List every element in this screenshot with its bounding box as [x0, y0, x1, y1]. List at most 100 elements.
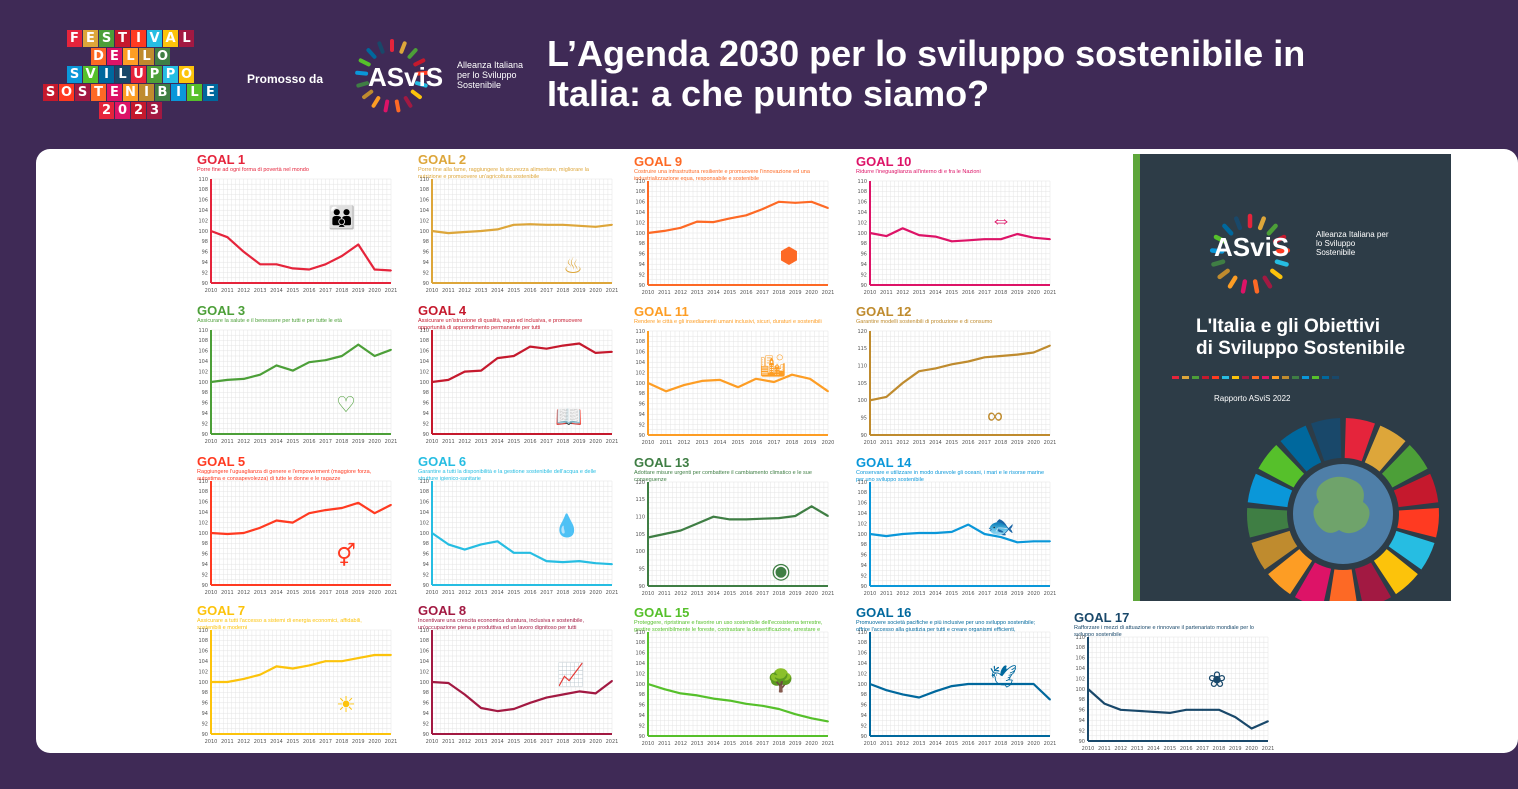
- strip-swatch: [1172, 376, 1179, 379]
- x-tick-label: 2018: [336, 590, 349, 596]
- x-tick-label: 2012: [896, 440, 909, 446]
- festival-logo-letter: E: [107, 48, 122, 65]
- goal-chart: GOAL 8 Incentivare una crescita economica…: [418, 604, 618, 754]
- x-tick-label: 2011: [658, 741, 671, 747]
- goal-title: GOAL 7: [197, 603, 246, 618]
- y-tick-label: 108: [635, 189, 645, 195]
- data-point: [1185, 708, 1188, 711]
- data-point: [745, 214, 748, 217]
- y-tick-label: 92: [1079, 728, 1085, 734]
- data-point: [696, 220, 698, 223]
- y-tick-label: 94: [861, 713, 867, 719]
- goal-title: GOAL 13: [634, 455, 690, 470]
- goal-title: GOAL 10: [856, 154, 912, 169]
- y-tick-label: 108: [419, 638, 429, 644]
- data-point: [463, 548, 466, 551]
- x-tick-label: 2021: [822, 290, 834, 296]
- x-tick-label: 2020: [1245, 746, 1258, 752]
- partnership-icon: ❀: [1207, 667, 1227, 692]
- y-tick-label: 96: [861, 252, 867, 258]
- x-tick-label: 2018: [336, 739, 349, 745]
- x-tick-label: 2018: [773, 591, 786, 597]
- goal-description: Garantire modelli sostenibili di produzi…: [856, 319, 993, 325]
- data-point: [512, 551, 515, 554]
- x-tick-label: 2019: [352, 288, 365, 294]
- y-tick-label: 102: [635, 370, 645, 376]
- x-tick-label: 2018: [557, 739, 570, 745]
- x-tick-label: 2014: [929, 741, 942, 747]
- x-tick-label: 2015: [945, 591, 958, 597]
- y-tick-label: 94: [202, 562, 208, 568]
- data-point: [761, 704, 764, 707]
- y-tick-label: 106: [635, 350, 645, 356]
- data-point: [341, 507, 343, 509]
- y-tick-label: 102: [198, 369, 208, 375]
- data-point: [810, 717, 813, 720]
- data-point: [447, 232, 450, 234]
- x-tick-label: 2014: [707, 290, 720, 296]
- x-tick-label: 2019: [352, 739, 365, 745]
- x-tick-label: 2020: [368, 288, 381, 294]
- y-tick-label: 98: [202, 239, 208, 245]
- data-point: [869, 232, 871, 234]
- x-tick-label: 2013: [691, 290, 704, 296]
- data-point: [1049, 540, 1051, 543]
- y-tick-label: 102: [419, 218, 429, 224]
- data-point: [663, 688, 666, 691]
- y-tick-label: 110: [635, 329, 645, 335]
- data-point: [1218, 708, 1220, 711]
- x-tick-label: 2013: [475, 739, 488, 745]
- goal-chart: GOAL 11 Rendere le città e gli insediamen…: [634, 305, 834, 455]
- goal-description: Assicurare un'istruzione di qualità, equ…: [418, 318, 583, 331]
- data-point: [226, 379, 229, 381]
- data-point: [529, 345, 532, 348]
- y-tick-label: 100: [419, 680, 429, 686]
- y-tick-label: 98: [1079, 697, 1085, 703]
- x-tick-label: 2012: [458, 288, 471, 294]
- y-tick-label: 100: [198, 380, 208, 386]
- y-tick-label: 104: [857, 661, 867, 667]
- data-point: [794, 515, 797, 517]
- data-point: [594, 351, 597, 354]
- data-point: [291, 267, 294, 270]
- x-tick-label: 2015: [507, 439, 520, 445]
- x-tick-label: 2011: [1098, 746, 1111, 752]
- x-tick-label: 2019: [804, 440, 817, 446]
- x-tick-label: 2020: [1027, 591, 1040, 597]
- data-point: [1049, 344, 1051, 347]
- data-point: [794, 201, 797, 204]
- y-tick-label: 92: [423, 421, 429, 427]
- y-tick-label: 95: [861, 415, 867, 421]
- x-tick-label: 2013: [913, 591, 926, 597]
- strip-swatch: [1222, 376, 1229, 379]
- data-point: [1032, 683, 1035, 685]
- y-tick-label: 102: [419, 669, 429, 675]
- goal-plot: 90 92 94 96 98 100 102 104 106 108 110 2010 2011 2012…: [198, 628, 397, 745]
- ring-segment: [1211, 259, 1226, 267]
- goal-plot: 90 92 94 96 98 100 102 104 106 108 110 2010 2011 2012…: [419, 177, 618, 294]
- y-tick-label: 108: [198, 489, 208, 495]
- x-tick-label: 2017: [978, 591, 991, 597]
- data-point: [357, 343, 360, 346]
- data-point: [291, 369, 294, 372]
- data-point: [1032, 351, 1035, 354]
- ring-segment: [1270, 268, 1283, 280]
- data-point: [1049, 698, 1051, 701]
- x-tick-label: 2015: [507, 590, 520, 596]
- y-tick-label: 100: [857, 398, 867, 404]
- x-tick-label: 2019: [789, 290, 802, 296]
- data-point: [512, 708, 515, 710]
- strip-swatch: [1212, 376, 1219, 379]
- festival-logo-letter: L: [187, 84, 202, 101]
- y-tick-label: 106: [635, 651, 645, 657]
- x-tick-label: 2016: [524, 590, 537, 596]
- x-tick-label: 2017: [978, 290, 991, 296]
- y-tick-label: 98: [861, 692, 867, 698]
- y-tick-label: 106: [857, 200, 867, 206]
- y-tick-label: 98: [423, 390, 429, 396]
- x-tick-label: 2012: [1114, 746, 1127, 752]
- y-tick-label: 110: [857, 363, 867, 369]
- x-tick-label: 2015: [723, 290, 736, 296]
- data-point: [341, 255, 343, 257]
